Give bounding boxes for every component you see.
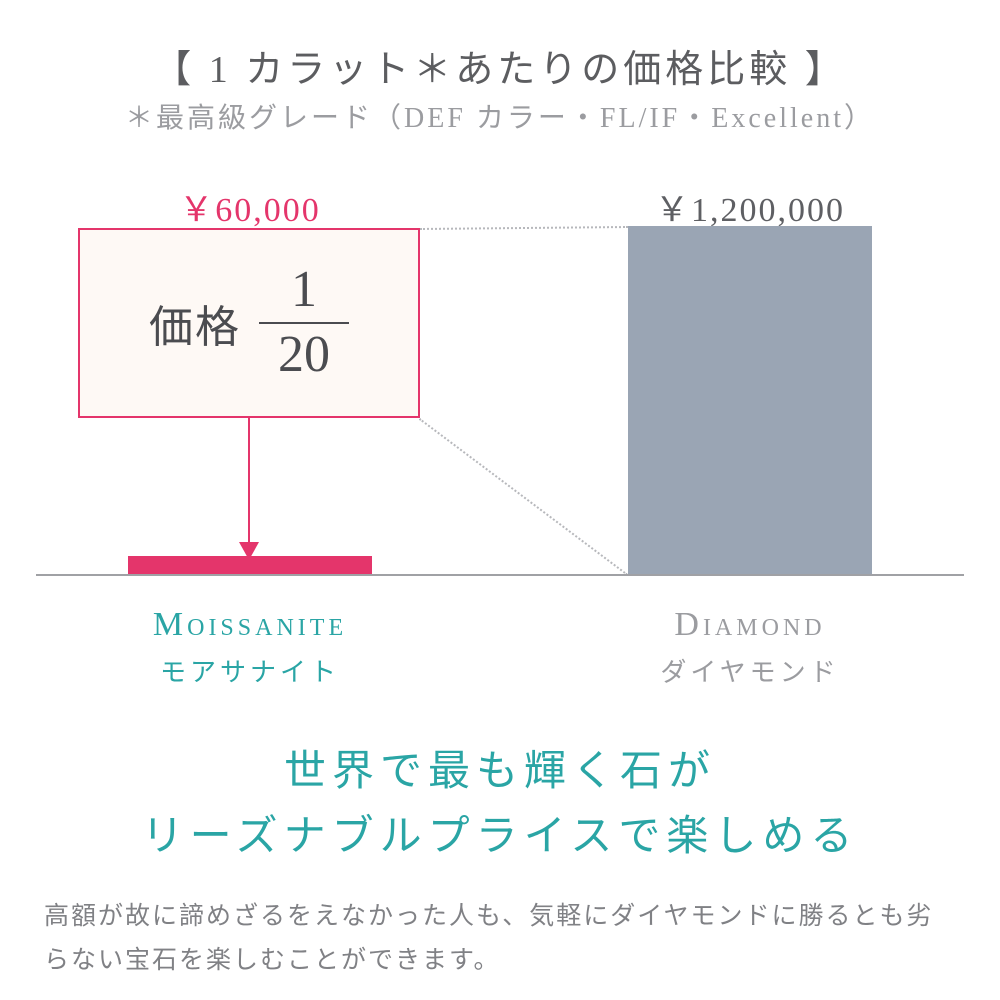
body-text: 高額が故に諦めざるをえなかった人も、気軽にダイヤモンドに勝るとも劣らない宝石を楽… <box>44 895 956 983</box>
tagline-line1: 世界で最も輝く石が <box>284 749 716 795</box>
callout-label: 価格 <box>149 291 241 355</box>
infographic-root: 【 1 カラット＊あたりの価格比較 】 ＊最高級グレード（DEF カラー・FL/… <box>0 0 1000 1000</box>
price-label-moissanite: ￥60,000 <box>0 182 500 231</box>
axis-en: Diamond <box>500 606 1000 644</box>
chart-baseline <box>36 574 964 576</box>
tagline-line2: リーズナブルプライスで楽しめる <box>142 814 859 860</box>
axis-en: Moissanite <box>0 606 500 644</box>
fraction-numerator: 1 <box>291 263 317 318</box>
price-label-diamond: ￥1,200,000 <box>500 182 1000 231</box>
page-title: 【 1 カラット＊あたりの価格比較 】 <box>0 38 1000 93</box>
fraction-denominator: 20 <box>278 328 330 383</box>
connector-dotline <box>419 418 628 576</box>
price-ratio-callout: 価格 1 20 <box>78 228 420 418</box>
fraction-bar <box>259 322 349 324</box>
page-subtitle: ＊最高級グレード（DEF カラー・FL/IF・Excellent） <box>0 96 1000 136</box>
price-chart: ￥60,000 ￥1,200,000 価格 1 20 <box>0 170 1000 600</box>
axis-jp: モアサナイト <box>0 652 500 689</box>
fraction: 1 20 <box>259 263 349 382</box>
axis-label-moissanite: Moissanite モアサナイト <box>0 606 500 689</box>
axis-label-diamond: Diamond ダイヤモンド <box>500 606 1000 689</box>
bar-diamond <box>628 226 872 574</box>
tagline: 世界で最も輝く石が リーズナブルプライスで楽しめる <box>0 740 1000 870</box>
arrow-down-icon <box>248 418 250 544</box>
axis-jp: ダイヤモンド <box>500 652 1000 689</box>
bar-moissanite <box>128 556 372 574</box>
